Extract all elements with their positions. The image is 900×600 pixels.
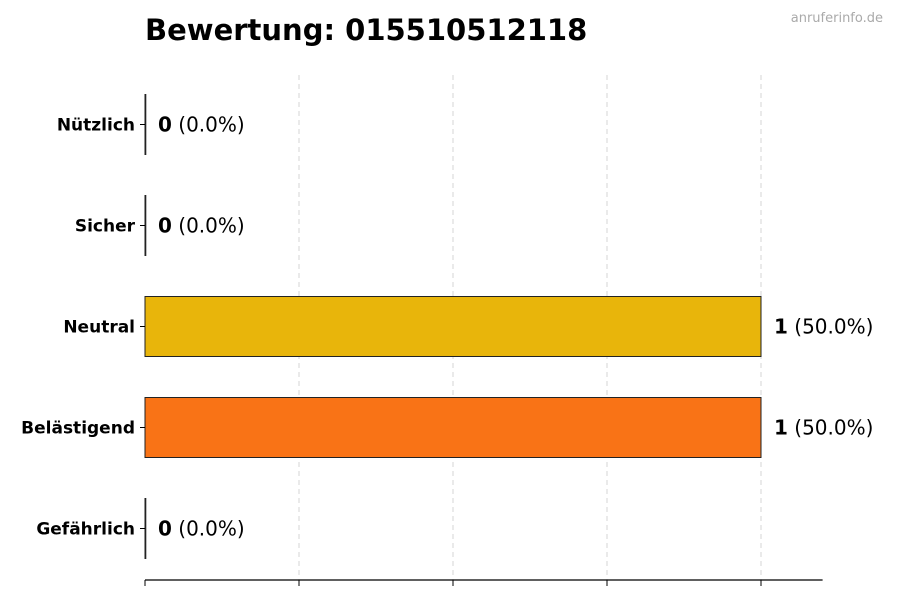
labels: Nützlich 0 (0.0%) Sicher 0 (0.0%) Neutral 1 (… (21, 113, 873, 541)
x-axis (140, 124, 823, 586)
value-count: 0 (158, 517, 172, 541)
value-label: 0 (0.0%) (158, 214, 245, 238)
value-count: 1 (774, 315, 788, 339)
bars (144, 94, 762, 559)
value-label: 0 (0.0%) (158, 517, 245, 541)
value-percent: (0.0%) (172, 214, 245, 238)
bar (144, 296, 762, 357)
value-label: 0 (0.0%) (158, 113, 245, 137)
value-percent: (50.0%) (788, 416, 874, 440)
value-label: 1 (50.0%) (774, 416, 873, 440)
category-label: Belästigend (21, 419, 135, 439)
category-label: Neutral (63, 318, 135, 338)
chart-title: Bewertung: 015510512118 (145, 13, 587, 47)
value-percent: (0.0%) (172, 113, 245, 137)
bar (144, 498, 147, 559)
value-count: 1 (774, 416, 788, 440)
value-count: 0 (158, 113, 172, 137)
category-label: Nützlich (57, 116, 135, 136)
bar (144, 94, 147, 155)
bar (144, 195, 147, 256)
watermark: anruferinfo.de (791, 11, 883, 26)
bar (144, 397, 762, 458)
category-label: Gefährlich (36, 520, 135, 540)
value-count: 0 (158, 214, 172, 238)
value-label: 1 (50.0%) (774, 315, 873, 339)
value-percent: (0.0%) (172, 517, 245, 541)
value-percent: (50.0%) (788, 315, 874, 339)
category-label: Sicher (75, 217, 136, 237)
